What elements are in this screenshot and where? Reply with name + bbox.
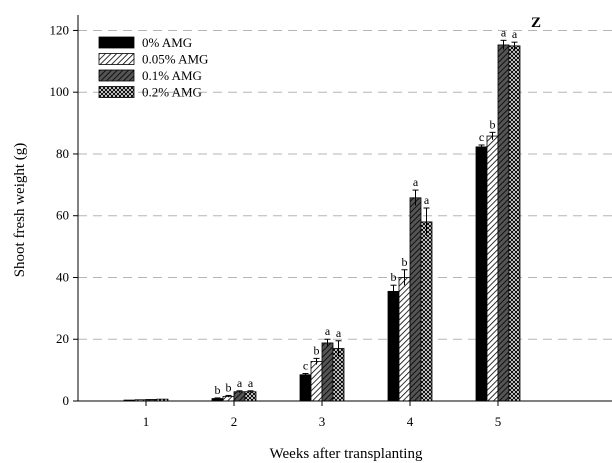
legend-swatch: [98, 86, 135, 98]
significance-letter: a: [237, 376, 243, 390]
bar: [332, 348, 345, 402]
x-tick-label: 1: [143, 414, 150, 429]
tick-labels: 0 20 40 60 80 100 120 1 2 3 4 5: [50, 22, 502, 429]
significance-letter: b: [226, 380, 232, 394]
x-tick-label: 3: [319, 414, 326, 429]
chart-annotation: Z: [531, 15, 541, 31]
y-tick-label: 100: [50, 84, 70, 99]
bar: [475, 146, 488, 402]
x-tick-label: 4: [407, 414, 414, 429]
significance-letter: a: [512, 27, 518, 41]
significance-letter: b: [391, 270, 397, 284]
y-tick-label: 20: [56, 331, 69, 346]
bar: [387, 290, 400, 402]
significance-letter: a: [248, 376, 254, 390]
y-tick-label: 120: [50, 22, 70, 37]
significance-letter: b: [215, 383, 221, 397]
x-tick-label: 5: [495, 414, 502, 429]
bar: [497, 44, 510, 402]
x-axis-label: Weeks after transplanting: [270, 446, 423, 462]
significance-letter: a: [325, 324, 331, 338]
bar: [508, 45, 521, 402]
bar: [420, 221, 433, 402]
legend-swatch: [98, 36, 135, 49]
bar: [244, 391, 257, 402]
bar: [299, 374, 312, 402]
bar: [398, 277, 411, 402]
significance-letter: b: [402, 255, 408, 269]
legend-label: 0% AMG: [142, 35, 192, 50]
legend-swatch: [98, 69, 135, 82]
significance-letter: b: [490, 117, 496, 131]
significance-letter: a: [413, 175, 419, 189]
bar: [409, 197, 422, 402]
legend-swatch: [98, 53, 135, 65]
y-tick-label: 60: [56, 208, 69, 223]
significance-letter: a: [424, 193, 430, 207]
legend-label: 0.1% AMG: [142, 68, 202, 83]
significance-letter: c: [303, 359, 308, 373]
significance-letter: a: [336, 326, 342, 340]
significance-letter: c: [479, 130, 484, 144]
bar: [486, 135, 499, 402]
axes: [77, 15, 612, 402]
significance-letter: b: [314, 343, 320, 357]
legend-label: 0.05% AMG: [142, 52, 208, 67]
x-tick-label: 2: [231, 414, 238, 429]
y-tick-label: 0: [63, 393, 70, 408]
significance-letter: a: [501, 25, 507, 39]
bar: [321, 342, 334, 402]
y-tick-label: 80: [56, 146, 69, 161]
y-tick-label: 40: [56, 269, 69, 284]
bar: [233, 391, 246, 402]
y-axis-label: Shoot fresh weight (g): [12, 143, 28, 278]
legend-label: 0.2% AMG: [142, 85, 202, 100]
bar: [310, 361, 323, 402]
